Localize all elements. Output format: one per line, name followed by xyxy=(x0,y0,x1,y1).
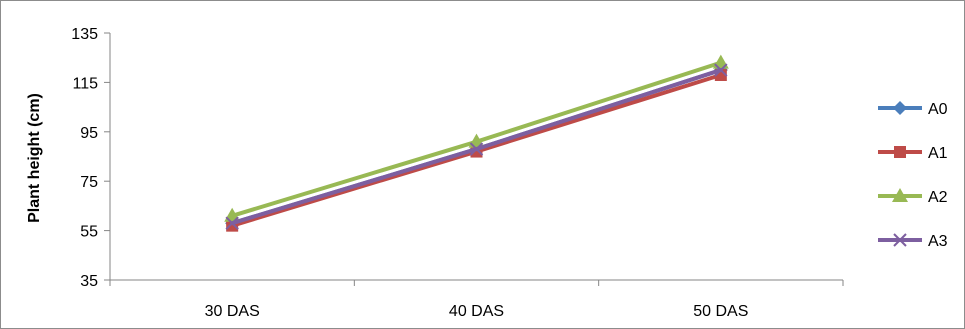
y-tick-label: 35 xyxy=(80,273,98,290)
legend-swatch-marker xyxy=(892,188,908,202)
x-marker-stroke xyxy=(893,233,907,247)
legend-item-a1: A1 xyxy=(878,145,948,162)
y-axis: 35 55 75 95 115 135 xyxy=(71,26,111,290)
x-marker-stroke xyxy=(225,216,239,230)
series-a2 xyxy=(224,54,729,222)
legend-label: A0 xyxy=(928,101,948,118)
y-tick-label: 95 xyxy=(80,125,98,142)
y-tick-label: 135 xyxy=(71,26,98,43)
y-tick-label: 115 xyxy=(72,75,98,92)
x-tick-label: 40 DAS xyxy=(449,303,504,320)
y-axis-title: Plant height (cm) xyxy=(26,93,43,223)
x-marker-stroke xyxy=(714,63,728,77)
legend-swatch-marker xyxy=(893,233,907,247)
data-point-a3 xyxy=(469,142,484,156)
x-axis: 30 DAS 40 DAS 50 DAS xyxy=(109,279,844,320)
legend-swatch-marker xyxy=(894,146,906,158)
data-point-a3 xyxy=(225,216,239,230)
y-tick-label: 75 xyxy=(80,174,98,191)
y-tick-label: 55 xyxy=(80,224,98,241)
legend-item-a0: A0 xyxy=(878,101,948,118)
data-point-a3 xyxy=(714,63,728,77)
data-point-a2 xyxy=(712,54,729,69)
legend-label: A1 xyxy=(928,145,948,162)
legend-item-a3: A3 xyxy=(878,233,948,250)
series-layer xyxy=(224,54,729,232)
series-a3 xyxy=(225,63,728,230)
legend-label: A2 xyxy=(928,189,948,206)
legend-label: A3 xyxy=(928,233,948,250)
legend: A0 A1 A2 A3 xyxy=(878,101,948,250)
x-tick-label: 50 DAS xyxy=(693,303,748,320)
x-marker-stroke xyxy=(469,142,484,156)
legend-swatch-marker xyxy=(893,101,907,115)
legend-item-a2: A2 xyxy=(878,188,948,206)
x-tick-label: 30 DAS xyxy=(205,303,260,320)
